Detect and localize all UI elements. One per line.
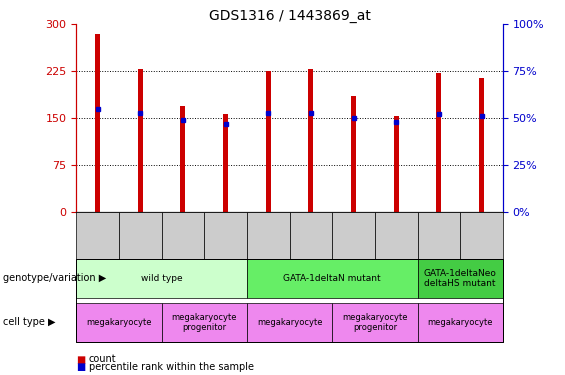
Bar	[138, 69, 143, 212]
Bar	[95, 34, 100, 212]
Text: GATA-1deltaN mutant: GATA-1deltaN mutant	[284, 274, 381, 283]
Text: megakaryocyte: megakaryocyte	[86, 318, 151, 327]
Text: ■: ■	[76, 354, 85, 364]
Title: GDS1316 / 1443869_at: GDS1316 / 1443869_at	[208, 9, 371, 23]
Text: megakaryocyte
progenitor: megakaryocyte progenitor	[342, 313, 407, 332]
Text: megakaryocyte
progenitor: megakaryocyte progenitor	[172, 313, 237, 332]
Bar	[436, 73, 441, 212]
Text: cell type ▶: cell type ▶	[3, 317, 55, 327]
Text: percentile rank within the sample: percentile rank within the sample	[89, 362, 254, 372]
Text: GATA-1deltaNeo
deltaHS mutant: GATA-1deltaNeo deltaHS mutant	[424, 269, 497, 288]
Bar	[180, 106, 185, 212]
Bar	[308, 69, 314, 212]
Bar	[223, 114, 228, 212]
Text: wild type: wild type	[141, 274, 182, 283]
Text: megakaryocyte: megakaryocyte	[428, 318, 493, 327]
Bar	[351, 96, 356, 212]
Bar	[266, 70, 271, 212]
Text: megakaryocyte: megakaryocyte	[257, 318, 322, 327]
Text: count: count	[89, 354, 116, 364]
Bar	[479, 78, 484, 212]
Bar	[394, 116, 399, 212]
Text: ■: ■	[76, 362, 85, 372]
Text: genotype/variation ▶: genotype/variation ▶	[3, 273, 106, 284]
